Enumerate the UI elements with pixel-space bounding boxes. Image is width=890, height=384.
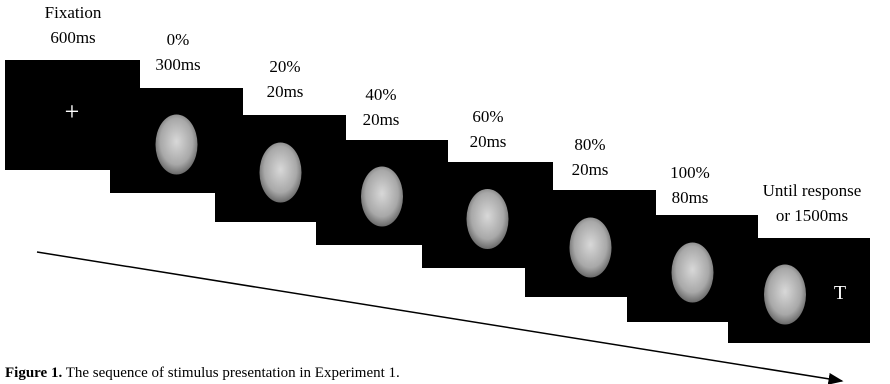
frame-label: 20ms <box>267 82 304 101</box>
face <box>467 189 509 249</box>
face <box>260 143 302 203</box>
frame-label: 300ms <box>155 55 200 74</box>
face <box>156 115 198 175</box>
caption-text: The sequence of stimulus presentation in… <box>66 365 400 381</box>
frame-label: 80% <box>574 135 605 154</box>
face <box>361 167 403 227</box>
frame-content: + <box>65 97 80 126</box>
frame-label: 100% <box>670 163 710 182</box>
frame-label: 80ms <box>672 188 709 207</box>
caption: Figure 1. The sequence of stimulus prese… <box>5 365 400 381</box>
frame-label: 20ms <box>363 110 400 129</box>
figure: +T Figure 1. The sequence of stimulus pr… <box>0 0 890 384</box>
caption-label: Figure 1. <box>5 365 62 381</box>
face <box>570 218 612 278</box>
face <box>764 265 806 325</box>
frames: +T <box>5 60 870 343</box>
frame-label: 600ms <box>50 28 95 47</box>
frame-label: 20ms <box>470 132 507 151</box>
frame-label: 60% <box>472 107 503 126</box>
face <box>672 243 714 303</box>
frame-label: 20% <box>269 57 300 76</box>
frame-content: T <box>834 282 846 304</box>
frame-label: 40% <box>365 85 396 104</box>
frame-label: Until response <box>763 181 862 200</box>
frame-label: 20ms <box>572 160 609 179</box>
frame-label: 0% <box>167 30 190 49</box>
frame-label: or 1500ms <box>776 206 848 225</box>
frame-label: Fixation <box>45 3 102 22</box>
